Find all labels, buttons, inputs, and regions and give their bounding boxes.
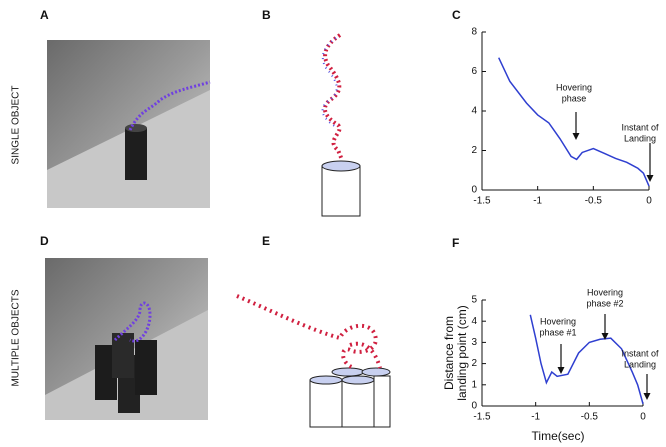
decoration: [135, 340, 157, 395]
decoration: [341, 379, 375, 428]
y-tick-label: 3: [471, 337, 477, 348]
y-tick-label: 8: [471, 27, 477, 38]
x-tick-label: -0.5: [581, 412, 599, 423]
arrow-head: [572, 133, 580, 140]
y-tick-label: 1: [471, 379, 477, 390]
trajectory-e: [236, 294, 391, 428]
decoration: [321, 165, 361, 217]
decoration: [361, 367, 391, 377]
decoration: [125, 128, 147, 180]
panel-label: E: [262, 234, 270, 248]
x-axis-label: Time(sec): [532, 429, 585, 443]
data-line: [498, 57, 650, 187]
y-axis-label: landing point (cm): [455, 305, 469, 400]
y-tick-label: 6: [471, 66, 477, 77]
y-tick-label: 0: [471, 401, 477, 412]
decoration: [323, 33, 344, 161]
x-tick-label: 0: [640, 412, 646, 423]
decoration: [321, 160, 361, 172]
annotation: Hovering: [556, 82, 592, 92]
y-tick-label: 2: [471, 358, 477, 369]
decoration: [236, 294, 382, 370]
panel-label: B: [262, 8, 271, 22]
row-label: SINGLE OBJECT: [11, 86, 22, 165]
y-tick-label: 5: [471, 295, 477, 306]
decoration: [321, 37, 338, 128]
annotation: Landing: [624, 359, 656, 369]
x-tick-label: -1: [531, 412, 540, 423]
annotation: Instant of: [621, 122, 659, 132]
annotation: Hovering: [587, 287, 623, 297]
trajectory-b: [321, 33, 361, 217]
panel-label: A: [40, 8, 49, 22]
y-tick-label: 4: [471, 316, 477, 327]
decoration: [341, 375, 375, 385]
decoration: [113, 301, 152, 343]
annotation: phase #1: [539, 327, 576, 337]
arrow-head: [557, 367, 565, 374]
x-tick-label: -1.5: [473, 196, 491, 207]
decoration: [331, 367, 365, 377]
y-tick-label: 0: [471, 185, 477, 196]
panel-label: D: [40, 234, 49, 248]
decoration: [373, 375, 391, 428]
annotation: Landing: [624, 133, 656, 143]
arrow-head: [643, 393, 651, 400]
y-axis-label: Distance from: [442, 316, 456, 390]
arrow-head: [601, 333, 609, 340]
annotation: Instant of: [621, 348, 659, 358]
row-label: MULTIPLE OBJECTS: [11, 289, 22, 386]
y-tick-label: 4: [471, 106, 477, 117]
decoration: [95, 345, 117, 400]
x-tick-label: 0: [646, 196, 652, 207]
x-tick-label: -1: [533, 196, 542, 207]
annotation: phase #2: [586, 298, 623, 308]
decoration: [112, 333, 134, 378]
panel-labels: A B C D E F: [40, 8, 461, 250]
annotation: Hovering: [540, 316, 576, 326]
decoration: [309, 375, 343, 385]
panel-label: C: [452, 8, 461, 22]
x-tick-label: -1.5: [473, 412, 491, 423]
panel-label: F: [452, 236, 459, 250]
photo-d: [45, 258, 208, 420]
annotation: phase: [562, 93, 587, 103]
decoration: [125, 124, 147, 132]
y-tick-label: 2: [471, 145, 477, 156]
x-tick-label: -0.5: [585, 196, 603, 207]
photo-a: [47, 40, 211, 208]
arrow-head: [646, 175, 654, 182]
data-line: [529, 314, 644, 405]
decoration: [309, 379, 343, 428]
